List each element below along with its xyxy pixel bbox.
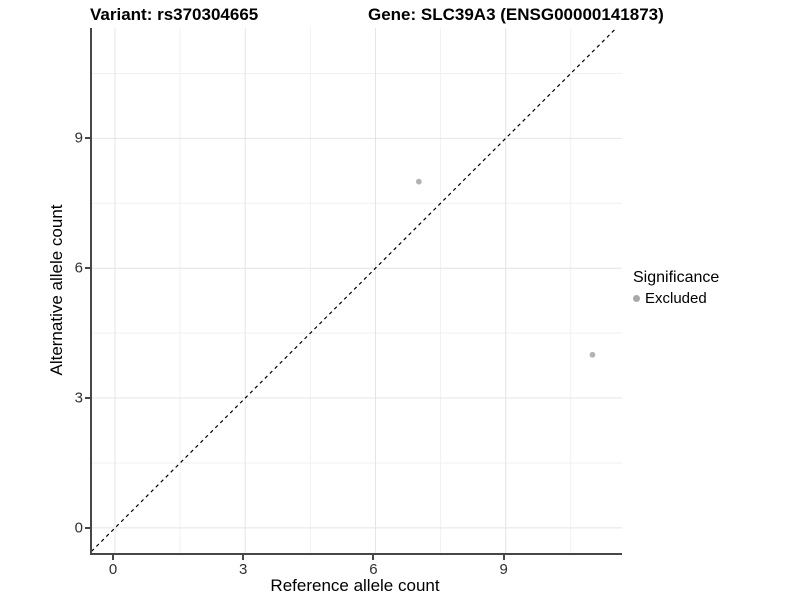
legend-item: Excluded xyxy=(633,290,719,307)
x-tick-mark xyxy=(502,555,505,560)
x-tick-mark xyxy=(242,555,245,560)
y-axis-title: Alternative allele count xyxy=(47,204,66,376)
legend: Significance Excluded xyxy=(633,269,719,307)
y-tick-mark xyxy=(85,267,90,270)
plot-panel xyxy=(90,28,622,555)
x-tick-mark xyxy=(372,555,375,560)
plot-area-svg xyxy=(92,28,622,553)
y-tick-label: 9 xyxy=(74,129,83,147)
x-tick-label: 0 xyxy=(108,561,118,578)
legend-item-label: Excluded xyxy=(645,290,707,307)
y-tick-mark xyxy=(85,137,90,140)
plot-title-variant: Variant: rs370304665 xyxy=(90,5,259,24)
data-point xyxy=(415,178,422,185)
data-point xyxy=(589,351,596,358)
y-tick-mark xyxy=(85,526,90,529)
x-tick-label: 9 xyxy=(499,561,508,578)
y-tick-label: 3 xyxy=(74,389,83,407)
legend-items: Excluded xyxy=(633,290,719,307)
plot-title-gene: Gene: SLC39A3 (ENSG00000141873) xyxy=(368,5,664,24)
y-tick-mark xyxy=(85,397,90,400)
x-tick-mark xyxy=(112,555,114,560)
legend-title: Significance xyxy=(633,269,720,286)
legend-point-icon xyxy=(633,295,640,302)
x-tick-label: 3 xyxy=(239,561,248,578)
x-tick-label: 6 xyxy=(369,561,378,578)
identity-line xyxy=(92,28,618,552)
y-tick-label: 6 xyxy=(74,259,83,277)
y-tick-label: 0 xyxy=(74,519,83,537)
x-axis-title: Reference allele count xyxy=(270,576,440,595)
